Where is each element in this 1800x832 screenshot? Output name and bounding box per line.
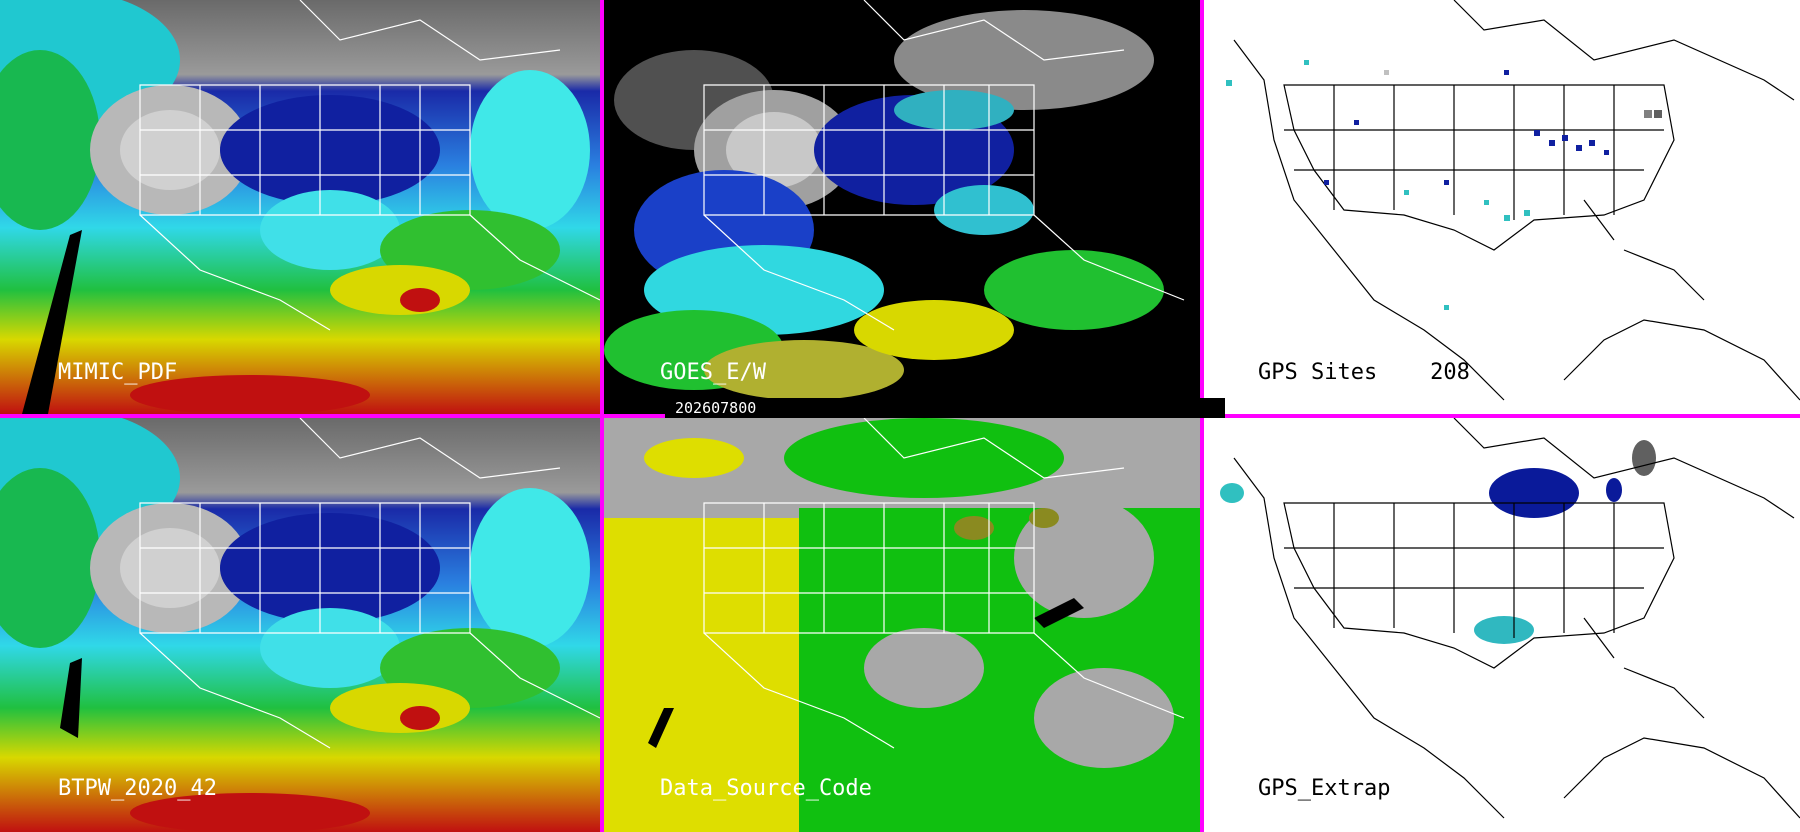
gps-sites-map: [1226, 0, 1800, 401]
panel-mimic-pdf: MIMIC_PDF: [0, 0, 600, 414]
gps-extrap-map: [1220, 418, 1800, 819]
panel-label: Data_Source_Code: [660, 776, 872, 801]
panel-label: MIMIC_PDF: [58, 360, 178, 385]
panel-data-source-code: Data_Source_Code: [604, 418, 1200, 832]
panel-label: GOES_E/W: [660, 360, 766, 385]
panel-btpw: BTPW_2020_42: [0, 418, 600, 832]
btpw-map: [0, 418, 600, 832]
panel-goes-ew: GOES_E/W: [604, 0, 1200, 414]
goes-ew-map: [604, 0, 1185, 400]
gps-site-markers: [1226, 60, 1662, 310]
panel-gps-sites: GPS Sites 208: [1204, 0, 1800, 414]
data-source-code-map: [604, 418, 1200, 832]
panel-gps-extrap: GPS_Extrap: [1204, 418, 1800, 832]
mimic-pdf-map: [0, 0, 600, 414]
panel-label: BTPW_2020_42: [58, 776, 217, 801]
timestamp-bar: 202607800: [665, 398, 1225, 418]
panel-label: GPS Sites 208: [1258, 360, 1470, 385]
panel-label: GPS_Extrap: [1258, 776, 1391, 801]
